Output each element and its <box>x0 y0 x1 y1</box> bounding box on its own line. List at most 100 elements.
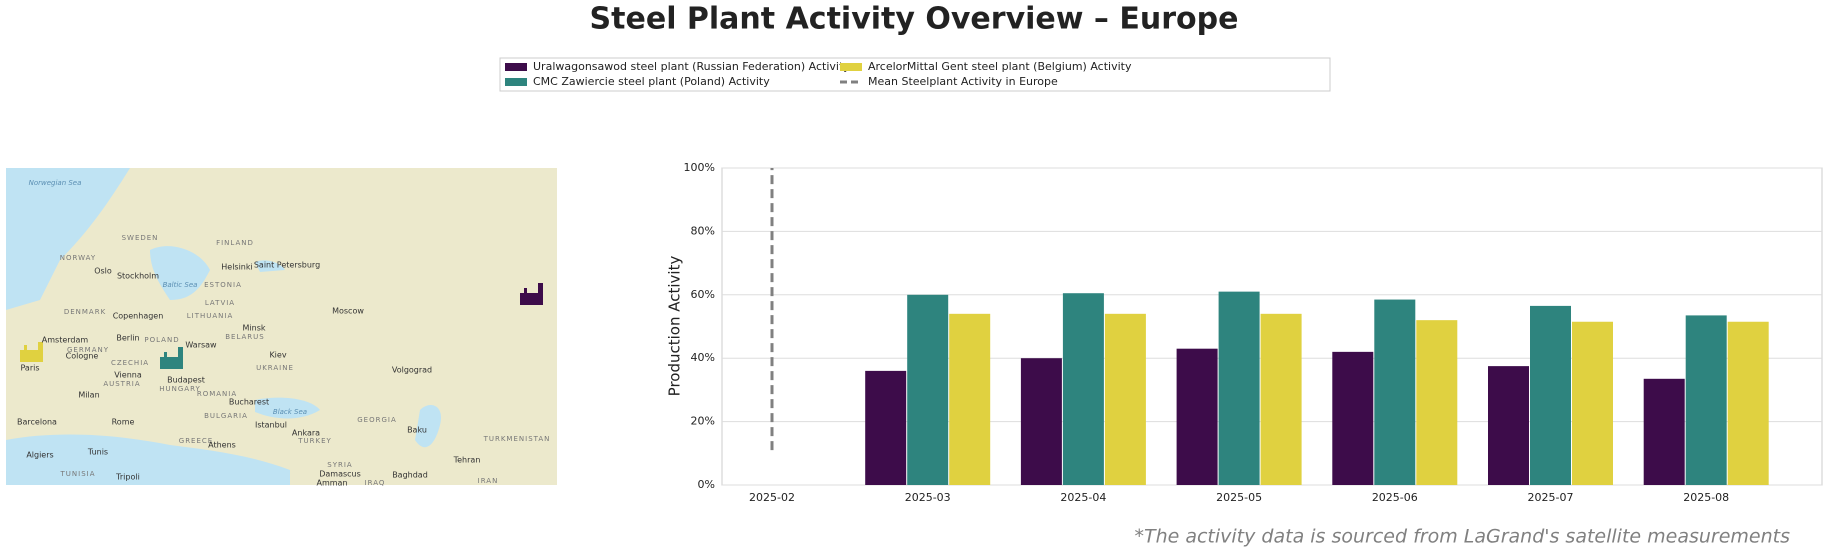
map-sea <box>150 246 210 300</box>
bar <box>1416 320 1458 485</box>
map: Norwegian Sea SWEDEN FINLAND NORWAY Oslo Stoc… <box>6 168 557 488</box>
bar <box>1643 378 1685 485</box>
map-label: Algiers <box>26 451 53 460</box>
map-label: Vienna <box>114 371 142 380</box>
map-label: Damascus <box>319 470 361 479</box>
bar <box>1332 351 1374 485</box>
legend-swatch <box>840 63 862 71</box>
map-label: Baghdad <box>392 471 428 480</box>
bar <box>1218 291 1260 485</box>
map-label: LATVIA <box>205 299 235 307</box>
map-label: Moscow <box>332 307 364 316</box>
y-axis-label: Production Activity <box>666 256 684 397</box>
bar <box>1104 313 1146 485</box>
map-label: GREECE <box>179 437 213 445</box>
chart-title: Steel Plant Activity Overview – Europe <box>590 2 1239 37</box>
map-label: Amman <box>316 479 347 488</box>
map-label: NORWAY <box>60 254 96 262</box>
map-sea <box>255 397 320 419</box>
bar <box>1260 313 1302 485</box>
map-label: Barcelona <box>17 418 57 427</box>
footnote: *The activity data is sourced from LaGra… <box>1134 526 1790 548</box>
map-label: Black Sea <box>273 408 307 416</box>
legend-label: CMC Zawiercie steel plant (Poland) Activ… <box>533 75 770 88</box>
map-label: GEORGIA <box>357 416 397 424</box>
x-tick-label: 2025-05 <box>1216 491 1262 504</box>
y-tick-label: 0% <box>698 478 715 491</box>
map-label: HUNGARY <box>159 385 201 393</box>
map-label: Kiev <box>269 351 286 360</box>
bar <box>949 313 991 485</box>
map-label: Paris <box>20 364 39 373</box>
map-label: Bucharest <box>229 398 269 407</box>
map-label: Saint Petersburg <box>254 261 320 270</box>
map-label: Tunis <box>87 448 108 457</box>
map-label: Berlin <box>116 334 139 343</box>
y-tick-label: 60% <box>691 288 715 301</box>
x-tick-label: 2025-06 <box>1372 491 1418 504</box>
map-label: Milan <box>78 391 99 400</box>
legend-swatch <box>505 78 527 86</box>
plant-marker <box>20 342 43 362</box>
bar <box>1062 293 1104 485</box>
map-label: Copenhagen <box>113 312 164 321</box>
map-label: Volgograd <box>392 366 432 375</box>
map-label: Oslo <box>94 267 112 276</box>
map-label: Warsaw <box>185 341 217 350</box>
bar <box>1685 315 1727 485</box>
map-label: LITHUANIA <box>187 312 234 320</box>
bar <box>1488 366 1529 485</box>
x-tick-label: 2025-07 <box>1528 491 1574 504</box>
bar <box>1176 348 1218 485</box>
map-label: TUNISIA <box>60 470 96 478</box>
x-tick-label: 2025-04 <box>1060 491 1106 504</box>
x-tick-label: 2025-03 <box>905 491 951 504</box>
map-label: BELARUS <box>225 333 265 341</box>
y-tick-label: 100% <box>684 161 715 174</box>
map-label: Baltic Sea <box>163 281 198 289</box>
map-sea <box>6 168 130 310</box>
bar <box>1572 321 1613 485</box>
map-label: Cologne <box>66 352 99 361</box>
map-label: Helsinki <box>221 263 252 272</box>
map-label: DENMARK <box>64 308 106 316</box>
map-label: UKRAINE <box>256 364 294 372</box>
map-label: IRAQ <box>365 479 386 487</box>
map-sea <box>415 405 441 448</box>
bar <box>907 294 949 485</box>
legend-label: Mean Steelplant Activity in Europe <box>868 75 1058 88</box>
map-label: TURKMENISTAN <box>483 435 551 443</box>
bar <box>1374 299 1416 485</box>
map-label: ROMANIA <box>197 390 237 398</box>
map-label: Amsterdam <box>42 336 89 345</box>
legend-box <box>499 57 1331 92</box>
map-label: Budapest <box>167 376 205 385</box>
bar <box>1727 321 1769 485</box>
plant-marker <box>520 283 543 305</box>
map-label: Minsk <box>243 324 266 333</box>
legend-label: Uralwagonsawod steel plant (Russian Fede… <box>533 60 850 73</box>
y-tick-label: 80% <box>691 224 715 237</box>
legend-swatch <box>505 63 527 71</box>
map-label: Tehran <box>453 456 481 465</box>
y-tick-label: 40% <box>691 351 715 364</box>
map-label: SYRIA <box>327 461 352 469</box>
bar <box>865 370 907 485</box>
map-label: GERMANY <box>67 346 109 354</box>
map-land <box>6 168 557 485</box>
map-label: IRAN <box>478 477 499 485</box>
bar <box>1530 305 1571 485</box>
map-label: ESTONIA <box>204 281 242 289</box>
map-label: Baku <box>407 426 427 435</box>
bar <box>1020 358 1062 485</box>
map-label: AUSTRIA <box>103 380 140 388</box>
map-label: Norwegian Sea <box>29 179 82 187</box>
x-tick-label: 2025-02 <box>749 491 795 504</box>
x-tick-label: 2025-08 <box>1683 491 1729 504</box>
legend-label: ArcelorMittal Gent steel plant (Belgium)… <box>868 60 1132 73</box>
map-sea <box>6 434 290 485</box>
plant-marker <box>160 347 183 369</box>
map-label: Tripoli <box>115 473 140 482</box>
map-label: FINLAND <box>216 239 254 247</box>
